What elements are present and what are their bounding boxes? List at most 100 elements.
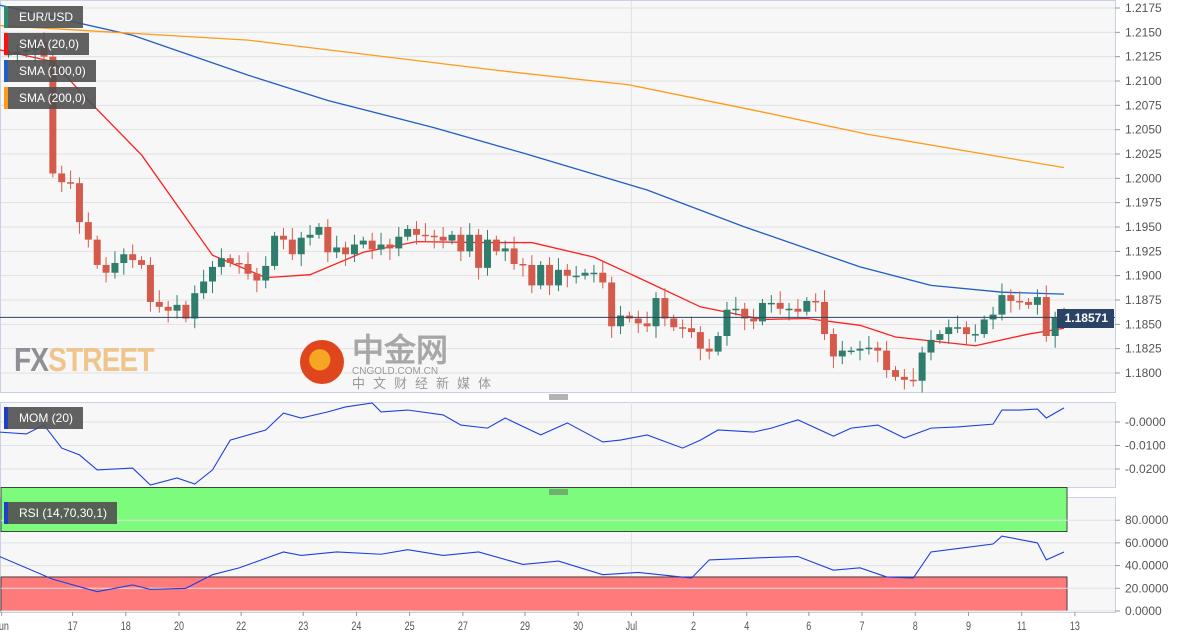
candle-body bbox=[758, 302, 766, 322]
candle-body bbox=[909, 379, 917, 382]
candle bbox=[634, 310, 642, 334]
candle bbox=[510, 236, 518, 270]
candle-body bbox=[120, 254, 128, 264]
candle-body bbox=[475, 234, 483, 268]
candle bbox=[244, 252, 252, 280]
candle bbox=[617, 305, 625, 335]
candle bbox=[599, 261, 607, 289]
candle bbox=[812, 293, 820, 312]
candle-body bbox=[235, 263, 243, 265]
candle bbox=[652, 292, 660, 338]
candle-body bbox=[253, 273, 261, 281]
legend-sma20[interactable]: SMA (20,0) bbox=[4, 33, 90, 55]
date-tick-label: 20 bbox=[174, 620, 184, 634]
candle-body bbox=[350, 244, 358, 255]
candle bbox=[262, 256, 270, 289]
pane-resize-handle[interactable] bbox=[549, 489, 568, 495]
candle-body bbox=[217, 258, 225, 267]
rsi-tick-label: 0.0000 bbox=[1125, 604, 1162, 618]
candle-body bbox=[315, 226, 323, 235]
candle bbox=[900, 369, 908, 390]
candle-body bbox=[466, 234, 474, 252]
candle-body bbox=[1051, 317, 1059, 337]
candle bbox=[200, 269, 208, 300]
mom-tick-label: -0.0200 bbox=[1125, 462, 1166, 476]
candle bbox=[980, 315, 988, 338]
rsi-tick-label: 60.0000 bbox=[1125, 536, 1169, 550]
candle-body bbox=[945, 327, 953, 335]
candle bbox=[191, 285, 199, 329]
candle-body bbox=[84, 222, 92, 240]
candle bbox=[714, 332, 722, 356]
candle bbox=[767, 295, 775, 313]
candle-body bbox=[129, 254, 137, 261]
date-tick-label: 2 bbox=[691, 620, 696, 634]
candle-body bbox=[413, 228, 421, 235]
candle bbox=[608, 276, 616, 338]
candle-body bbox=[980, 319, 988, 335]
candle bbox=[155, 290, 163, 313]
candle-body bbox=[421, 234, 429, 237]
pane-resize-handle[interactable] bbox=[549, 394, 568, 400]
legend-sma200[interactable]: SMA (200,0) bbox=[4, 87, 96, 109]
candle-body bbox=[900, 376, 908, 380]
candle-body bbox=[537, 264, 545, 286]
mom-tick-label: -0.0100 bbox=[1125, 439, 1166, 453]
candle-body bbox=[829, 334, 837, 357]
candle-body bbox=[741, 308, 749, 319]
candle bbox=[741, 302, 749, 331]
candle-body bbox=[111, 263, 119, 273]
candle bbox=[883, 340, 891, 378]
candle bbox=[1025, 298, 1033, 309]
current-price-tag: 1.18571 bbox=[1056, 309, 1114, 328]
candle-body bbox=[971, 334, 979, 336]
candle-body bbox=[679, 327, 687, 329]
candle-body bbox=[342, 247, 350, 255]
candle bbox=[226, 254, 234, 267]
legend-rsi[interactable]: RSI (14,70,30,1) bbox=[4, 502, 118, 524]
rsi-tick-label: 20.0000 bbox=[1125, 581, 1169, 595]
price-tick-label: 1.2000 bbox=[1125, 171, 1162, 185]
candle-body bbox=[1025, 301, 1033, 305]
candle-body bbox=[723, 309, 731, 337]
candle-body bbox=[750, 318, 758, 322]
candle-body bbox=[794, 308, 802, 312]
legend-mom[interactable]: MOM (20) bbox=[4, 407, 83, 429]
panel-price bbox=[0, 0, 1116, 393]
candle-body bbox=[927, 339, 935, 353]
candle bbox=[483, 229, 491, 276]
candle-body bbox=[271, 235, 279, 266]
candle bbox=[794, 299, 802, 320]
candle-body bbox=[226, 258, 234, 264]
candle-body bbox=[670, 318, 678, 328]
candle bbox=[359, 236, 367, 249]
legend-sma100[interactable]: SMA (100,0) bbox=[4, 60, 96, 82]
candle-body bbox=[767, 302, 775, 305]
candle bbox=[413, 221, 421, 245]
candle-body bbox=[865, 347, 873, 350]
candle-body bbox=[1033, 297, 1041, 305]
candle-body bbox=[608, 282, 616, 327]
date-tick-label: 6 bbox=[806, 620, 811, 634]
candle-body bbox=[510, 248, 518, 264]
date-tick-label: 24 bbox=[351, 620, 361, 634]
candle-body bbox=[954, 327, 962, 329]
candle-body bbox=[785, 308, 793, 311]
candle bbox=[519, 258, 527, 277]
candle-body bbox=[244, 263, 252, 274]
legend-eurusd[interactable]: EUR/USD bbox=[4, 6, 84, 28]
candle-body bbox=[395, 236, 403, 249]
candle-body bbox=[892, 370, 899, 377]
candle-body bbox=[528, 264, 536, 286]
candle bbox=[138, 256, 146, 269]
candle bbox=[723, 301, 731, 346]
candle bbox=[643, 311, 651, 333]
candle-body bbox=[617, 315, 625, 327]
candle-body bbox=[164, 306, 172, 311]
price-tick-label: 1.1800 bbox=[1125, 366, 1162, 380]
date-tick-label: 23 bbox=[298, 620, 308, 634]
candle bbox=[554, 258, 562, 292]
candle bbox=[909, 368, 917, 387]
candle bbox=[563, 263, 571, 288]
candle bbox=[758, 299, 766, 326]
